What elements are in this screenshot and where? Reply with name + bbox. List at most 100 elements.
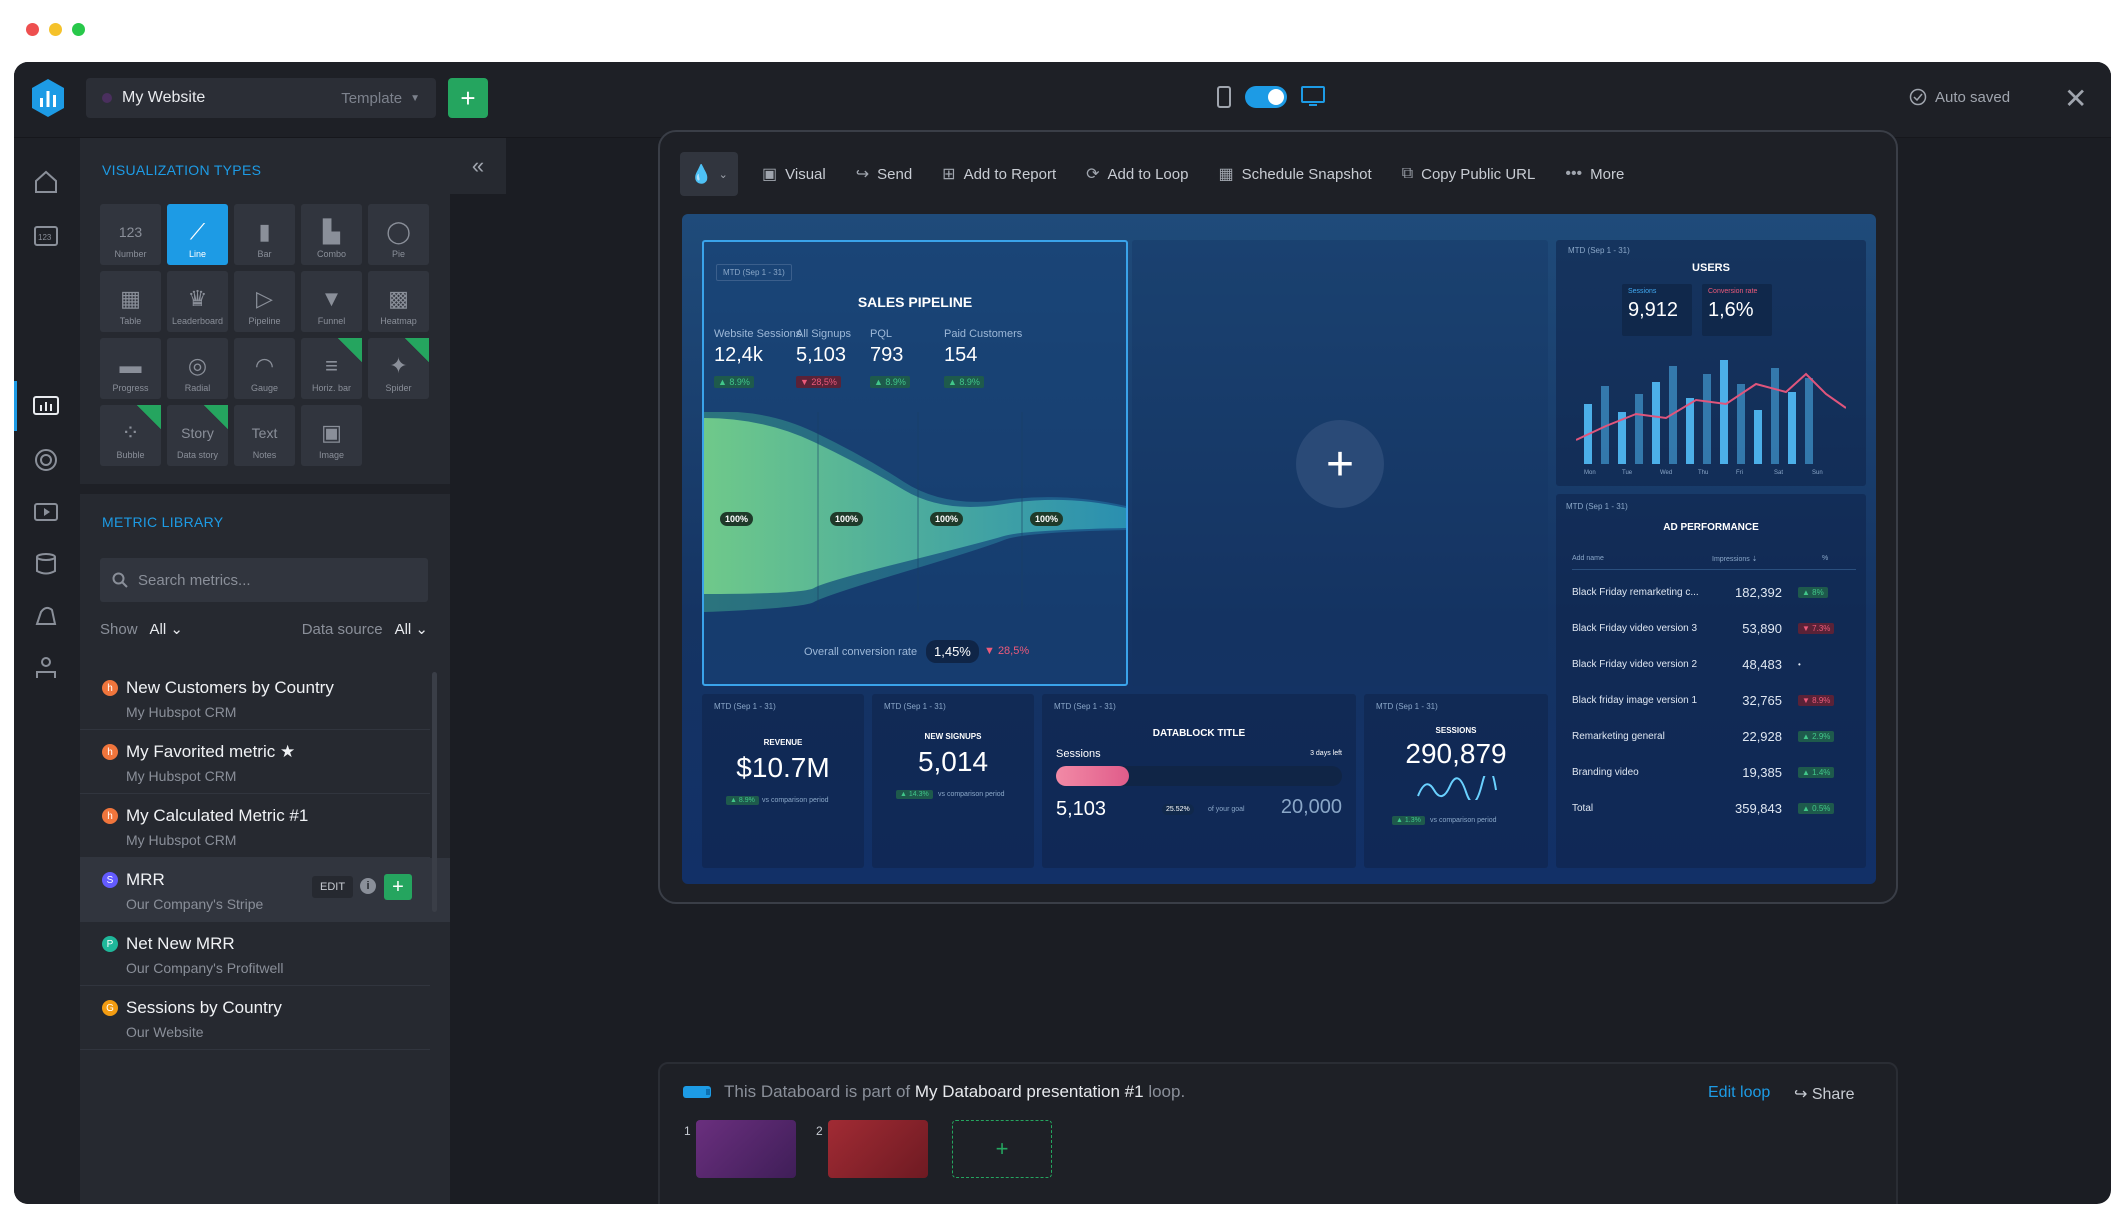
team-icon[interactable] [32,654,60,682]
signups-value: 5,014 [917,746,989,777]
collapse-panel-icon[interactable]: « [450,138,506,194]
loop-name[interactable]: My Databoard presentation #1 [914,1082,1144,1101]
ad-change: ▲ 1.4% [1798,766,1835,778]
viz-type-heatmap[interactable]: ▩ Heatmap [368,271,429,332]
datablock-card[interactable]: MTD (Sep 1 - 31) DATABLOCK TITLE Session… [1042,694,1356,868]
ad-col-impressions[interactable]: Impressions ⇣ [1712,555,1758,563]
show-filter-select[interactable]: All ⌄ [149,621,183,638]
viz-type-spider[interactable]: ✦ Spider [368,338,429,399]
viz-type-leaderboard[interactable]: ♛ Leaderboard [167,271,228,332]
alerts-icon[interactable] [32,602,60,630]
toolbar-copy-public-url-button[interactable]: ⧉ Copy Public URL [1402,164,1536,184]
ad-impressions: 359,843 [1735,800,1782,816]
metric-list-scrollbar[interactable] [432,672,437,912]
users-date-range[interactable]: MTD (Sep 1 - 31) [1568,246,1630,255]
sessions-value: 9,912 [1628,299,1679,321]
ad-table-row[interactable]: Black Friday video version 2 48,483 • [1572,646,1856,682]
add-loop-slide-button[interactable]: + [952,1120,1052,1178]
ad-date-range[interactable]: MTD (Sep 1 - 31) [1566,502,1628,511]
viz-type-data-story[interactable]: Story Data story [167,405,228,466]
viz-type-radial[interactable]: ◎ Radial [167,338,228,399]
viz-type-progress[interactable]: ▬ Progress [100,338,161,399]
revenue-date-range[interactable]: MTD (Sep 1 - 31) [714,702,776,711]
theme-dropdown[interactable]: 💧 ⌄ [680,152,738,196]
toolbar-visual-button[interactable]: ▣ Visual [762,164,826,184]
reports-icon[interactable] [32,498,60,526]
metric-list-item[interactable]: h New Customers by Country My Hubspot CRM [80,666,430,730]
ad-performance-card[interactable]: MTD (Sep 1 - 31) AD PERFORMANCE Add name… [1556,494,1866,868]
toolbar-add-to-loop-button[interactable]: ⟳ Add to Loop [1086,164,1188,184]
maximize-window-dot[interactable] [72,23,85,36]
viz-type-number[interactable]: 123 Number [100,204,161,265]
viz-type-horiz-bar[interactable]: ≡ Horiz. bar [301,338,362,399]
sales-pipeline-card[interactable]: MTD (Sep 1 - 31) SALES PIPELINE Website … [702,240,1128,686]
device-switch[interactable] [1245,86,1287,108]
viz-type-combo[interactable]: ▙ Combo [301,204,362,265]
databoard-icon[interactable] [32,392,60,420]
goals-icon[interactable] [32,446,60,474]
users-card[interactable]: MTD (Sep 1 - 31) USERS Sessions 9,912 Co… [1556,240,1866,486]
toolbar-more-button[interactable]: ••• More [1565,164,1624,184]
autosave-label: Auto saved [1935,88,2011,106]
signups-date-range[interactable]: MTD (Sep 1 - 31) [884,702,946,711]
revenue-card[interactable]: MTD (Sep 1 - 31) REVENUE $10.7M ▲ 8.9% v… [702,694,864,868]
edit-metric-button[interactable]: EDIT [312,876,354,898]
sessions-date-range[interactable]: MTD (Sep 1 - 31) [1376,702,1438,711]
viz-type-gauge[interactable]: ◠ Gauge [234,338,295,399]
add-databoard-button[interactable]: + [448,78,488,118]
metric-list-item[interactable]: G Sessions by Country Our Website [80,986,430,1050]
viz-type-bubble[interactable]: ⁘ Bubble [100,405,161,466]
add-metric-button[interactable]: + [384,874,412,900]
search-metrics-input[interactable]: Search metrics... [100,558,428,602]
numbers-icon[interactable]: 123 [32,222,60,250]
toolbar-add-to-report-button[interactable]: ⊞ Add to Report [942,164,1056,184]
viz-type-funnel[interactable]: ▼ Funnel [301,271,362,332]
viz-type-notes[interactable]: Text Notes [234,405,295,466]
metric-list-item[interactable]: h My Favorited metric ★ My Hubspot CRM [80,730,430,794]
viz-type-bar[interactable]: ▮ Bar [234,204,295,265]
ad-table-row[interactable]: Branding video 19,385 ▲ 1.4% [1572,754,1856,790]
ad-table-row[interactable]: Black Friday remarketing c... 182,392 ▲ 8% [1572,574,1856,610]
viz-type-pie[interactable]: ◯ Pie [368,204,429,265]
info-icon[interactable]: i [360,878,376,894]
edit-loop-link[interactable]: Edit loop [1708,1084,1771,1101]
site-selector[interactable]: My Website Template ▼ [86,78,436,118]
pipeline-date-range[interactable]: MTD (Sep 1 - 31) [716,264,792,281]
toolbar-send-button[interactable]: ↪ Send [856,164,912,184]
mobile-icon[interactable] [1217,86,1231,108]
stage-label: All Signups [796,328,852,340]
desktop-icon[interactable] [1301,86,1325,108]
ad-table-row[interactable]: Black Friday video version 3 53,890 ▼ 7.3% [1572,610,1856,646]
viz-type-table[interactable]: ▦ Table [100,271,161,332]
viz-type-image[interactable]: ▣ Image [301,405,362,466]
close-icon[interactable]: ✕ [2064,83,2088,114]
loop-thumbnail-1[interactable] [696,1120,796,1178]
metric-list-item[interactable]: P Net New MRR Our Company's Profitwell [80,922,430,986]
viz-type-line[interactable]: ⟋ Line [167,204,228,265]
metric-list-item[interactable]: S MRR Our Company's Stripe EDIT i + [80,858,450,922]
viz-type-pipeline[interactable]: ▷ Pipeline [234,271,295,332]
metric-list-item[interactable]: h My Calculated Metric #1 My Hubspot CRM [80,794,430,858]
ad-table-row[interactable]: Remarketing general 22,928 ▲ 2.9% [1572,718,1856,754]
home-icon[interactable] [32,168,60,196]
add-datablock-button[interactable]: + [1296,420,1384,508]
datasets-icon[interactable] [32,550,60,578]
viz-type-icon: ▷ [256,286,273,311]
ad-table-row[interactable]: Black friday image version 1 32,765 ▼ 8.9% [1572,682,1856,718]
ad-table-header: Add name Impressions ⇣ % [1572,548,1856,570]
stage-label: Paid Customers [944,328,1023,340]
share-button[interactable]: ↪ Share [1794,1086,1855,1103]
users-day-label: Wed [1660,470,1673,476]
signups-card[interactable]: MTD (Sep 1 - 31) NEW SIGNUPS 5,014 ▲ 14.… [872,694,1034,868]
loop-thumbnail-2[interactable] [828,1120,928,1178]
datablock-date-range[interactable]: MTD (Sep 1 - 31) [1054,702,1116,711]
sessions-card[interactable]: MTD (Sep 1 - 31) SESSIONS 290,879 ▲ 1.3%… [1364,694,1548,868]
ad-table-row[interactable]: Total 359,843 ▲ 0.5% [1572,790,1856,826]
datasource-filter-select[interactable]: All ⌄ [394,621,428,638]
toolbar-schedule-snapshot-button[interactable]: ▦ Schedule Snapshot [1218,164,1371,184]
users-bar [1635,394,1643,464]
minimize-window-dot[interactable] [49,23,62,36]
databox-logo-icon[interactable] [30,78,66,118]
ad-change: ▼ 8.9% [1798,694,1835,706]
close-window-dot[interactable] [26,23,39,36]
